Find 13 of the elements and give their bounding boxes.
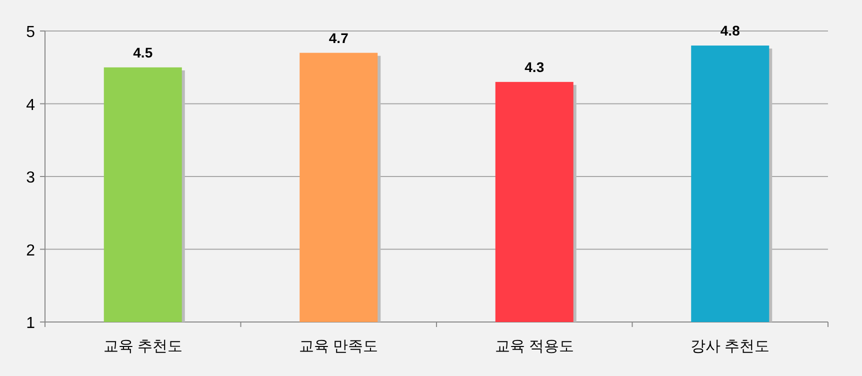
data-label: 4.3 [524,58,544,75]
data-label: 4.7 [328,30,349,46]
data-label: 4.8 [720,22,740,39]
data-label: 4.5 [133,44,153,60]
y-tick-label: 5 [26,24,36,41]
x-tick-label: 교육 추천도 [103,338,182,355]
x-tick-label: 강사 추천도 [690,338,770,355]
y-tick-label: 1 [26,315,36,332]
y-tick-label: 2 [26,242,36,260]
x-tick-label: 교육 만족도 [299,338,378,355]
y-tick-label: 3 [26,170,36,186]
x-tick-label: 교육 적용도 [494,338,574,355]
y-tick-label: 4 [26,96,36,114]
